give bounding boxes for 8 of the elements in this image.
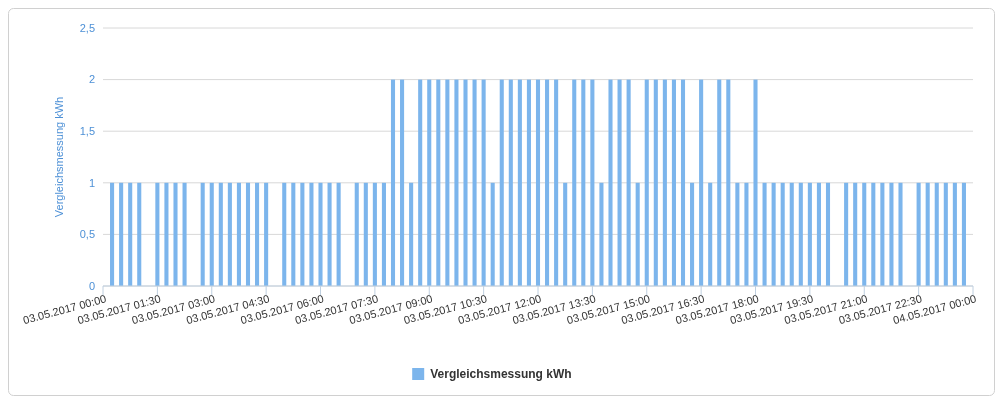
y-axis-title: Vergleichsmessung kWh <box>53 96 65 218</box>
y-tick-label: 1 <box>88 176 95 189</box>
y-tick-label: 0 <box>88 279 95 292</box>
y-tick-label: 2,5 <box>79 21 95 34</box>
y-tick-label: 1,5 <box>79 125 95 138</box>
y-tick-label: 2 <box>88 73 95 86</box>
y-tick-label: 0,5 <box>79 228 95 241</box>
legend-label: Vergleichsmessung kWh <box>430 367 572 382</box>
